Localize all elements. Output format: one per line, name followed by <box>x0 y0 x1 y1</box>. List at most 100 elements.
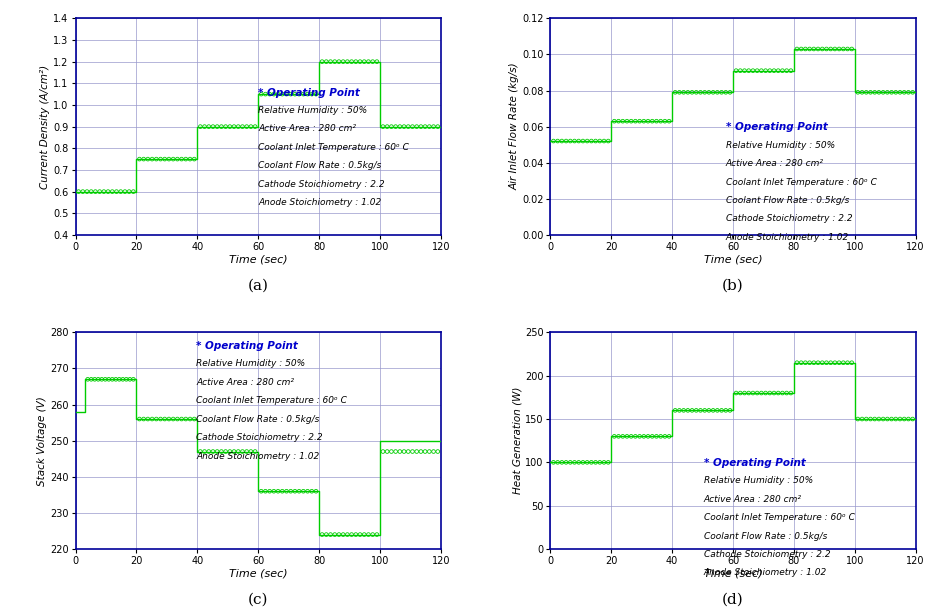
Point <box>384 122 399 132</box>
Point <box>758 66 773 76</box>
Point <box>235 122 250 132</box>
Point <box>710 406 725 415</box>
Point <box>722 87 737 97</box>
Point <box>746 388 761 398</box>
Point <box>262 486 278 496</box>
Point <box>546 136 561 146</box>
Point <box>105 187 120 196</box>
Point <box>645 431 660 441</box>
Point <box>827 44 842 54</box>
Text: * Operating Point: * Operating Point <box>726 122 828 132</box>
Point <box>798 44 813 54</box>
Point <box>376 447 391 456</box>
Point <box>681 406 696 415</box>
Text: Anode Stoichiometry : 1.02: Anode Stoichiometry : 1.02 <box>258 198 381 207</box>
Point <box>701 87 716 97</box>
Point <box>580 458 595 467</box>
Text: Relative Humidity : 50%: Relative Humidity : 50% <box>258 106 367 115</box>
Point <box>758 388 773 398</box>
Point <box>632 431 648 441</box>
Point <box>287 89 302 99</box>
Text: * Operating Point: * Operating Point <box>196 341 298 351</box>
Point <box>161 414 177 424</box>
Point <box>210 447 225 456</box>
Point <box>871 87 886 97</box>
Point <box>698 406 713 415</box>
Y-axis label: Current Density (A/cm²): Current Density (A/cm²) <box>41 65 50 188</box>
Point <box>888 87 903 97</box>
Point <box>823 44 838 54</box>
Point <box>563 458 578 467</box>
Point <box>653 431 668 441</box>
Point <box>657 117 672 126</box>
Point <box>676 87 691 97</box>
Point <box>413 447 429 456</box>
Point <box>283 89 298 99</box>
Point <box>336 57 351 66</box>
Text: Relative Humidity : 50%: Relative Humidity : 50% <box>726 141 834 149</box>
Point <box>600 136 615 146</box>
Point <box>571 136 586 146</box>
Point <box>153 154 168 164</box>
Point <box>775 66 790 76</box>
Point <box>892 87 907 97</box>
Point <box>187 414 202 424</box>
Point <box>818 358 834 368</box>
Point <box>122 187 137 196</box>
Point <box>314 529 329 539</box>
Point <box>662 117 677 126</box>
Point <box>417 447 432 456</box>
Point <box>689 406 704 415</box>
Point <box>93 187 108 196</box>
Point <box>115 375 130 384</box>
Point <box>292 89 307 99</box>
Point <box>592 136 607 146</box>
Point <box>247 447 262 456</box>
Point <box>741 388 756 398</box>
Point <box>174 154 189 164</box>
Point <box>657 431 672 441</box>
Point <box>369 57 384 66</box>
Point <box>636 431 651 441</box>
Point <box>840 44 855 54</box>
Point <box>689 87 704 97</box>
Point <box>132 154 147 164</box>
Point <box>884 414 899 424</box>
Point <box>698 87 713 97</box>
Point <box>396 447 412 456</box>
Point <box>770 388 785 398</box>
Point <box>266 486 281 496</box>
Point <box>165 154 180 164</box>
Point <box>278 486 294 496</box>
Point <box>559 136 574 146</box>
Text: Coolant Flow Rate : 0.5kg/s: Coolant Flow Rate : 0.5kg/s <box>726 196 849 205</box>
Point <box>328 57 343 66</box>
Point <box>667 406 683 415</box>
X-axis label: Time (sec): Time (sec) <box>228 569 288 579</box>
Point <box>597 136 612 146</box>
Point <box>153 414 168 424</box>
Point <box>258 89 273 99</box>
Point <box>859 87 874 97</box>
Point <box>880 87 895 97</box>
Point <box>170 414 185 424</box>
Point <box>592 458 607 467</box>
Point <box>779 66 794 76</box>
Point <box>607 431 622 441</box>
Point <box>729 66 744 76</box>
Point <box>897 87 912 97</box>
Point <box>295 89 311 99</box>
Point <box>136 414 151 424</box>
Point <box>258 486 273 496</box>
Point <box>741 66 756 76</box>
Point <box>105 375 120 384</box>
Point <box>206 447 221 456</box>
Point <box>271 89 286 99</box>
Point <box>344 529 359 539</box>
Point <box>576 136 591 146</box>
Point <box>684 87 700 97</box>
Point <box>304 486 319 496</box>
Text: Cathode Stoichiometry : 2.2: Cathode Stoichiometry : 2.2 <box>726 214 852 223</box>
Point <box>746 66 761 76</box>
Point <box>798 358 813 368</box>
